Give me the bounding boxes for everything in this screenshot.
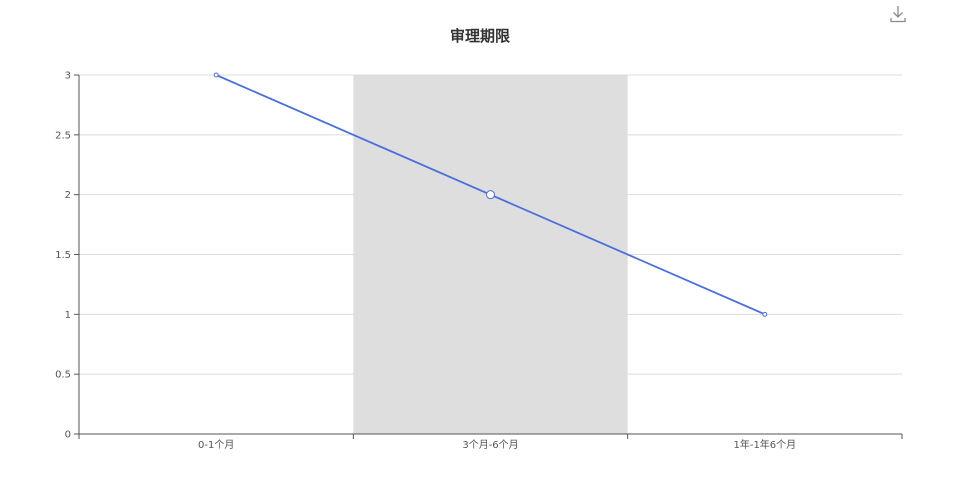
data-point[interactable] [486, 190, 495, 200]
x-tick-label: 0-1个月 [198, 439, 234, 451]
axes [78, 75, 903, 439]
grid-lines [74, 74, 902, 435]
y-tick-labels: 0 0.5 1 1.5 2 2.5 3 [55, 71, 71, 441]
y-tick-label: 0.5 [55, 370, 71, 381]
download-button[interactable] [888, 4, 908, 24]
y-tick-label: 2.5 [55, 130, 71, 141]
x-tick-labels: 0-1个月 3个月-6个月 1年-1年6个月 [198, 438, 796, 451]
data-point[interactable] [213, 72, 219, 78]
y-tick-label: 3 [65, 71, 71, 82]
x-tick-label: 1年-1年6个月 [733, 438, 796, 451]
download-icon [890, 6, 906, 23]
y-tick-label: 2 [65, 190, 71, 201]
y-tick-label: 1.5 [55, 250, 71, 261]
chart-title: 审理期限 [450, 27, 510, 45]
series-layer [213, 72, 768, 317]
y-tick-label: 1 [65, 310, 71, 321]
x-tick-label: 3个月-6个月 [462, 439, 518, 451]
data-point[interactable] [762, 311, 768, 317]
y-tick-label: 0 [65, 430, 71, 441]
